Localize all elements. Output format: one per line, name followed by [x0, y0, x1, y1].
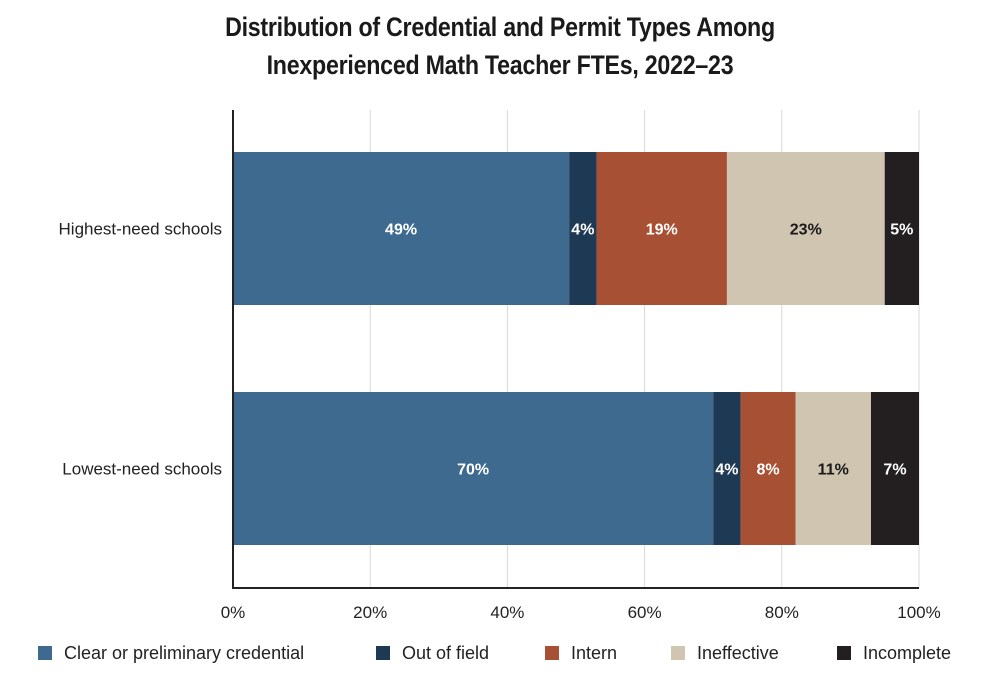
data-label: 11%	[818, 462, 849, 479]
data-label: 49%	[385, 222, 417, 239]
data-label: 19%	[646, 222, 678, 239]
x-tick-label: 20%	[353, 603, 387, 622]
data-label: 4%	[715, 462, 738, 479]
x-tick-label: 80%	[765, 603, 799, 622]
data-label: 4%	[571, 222, 594, 239]
data-label: 5%	[890, 222, 913, 239]
category-label: Lowest-need schools	[62, 460, 222, 479]
legend-label: Intern	[571, 642, 618, 663]
x-tick-label: 0%	[221, 603, 246, 622]
bar-segment	[713, 392, 741, 545]
legend-item-incomplete: Incomplete	[837, 638, 951, 668]
legend-swatch	[376, 646, 390, 660]
x-tick-label: 60%	[628, 603, 662, 622]
data-label: 8%	[757, 462, 780, 479]
chart-legend: Clear or preliminary credential Out of f…	[0, 638, 1000, 668]
bar-segment	[726, 152, 885, 305]
data-label: 70%	[457, 462, 489, 479]
bar-segment	[884, 152, 919, 305]
legend-swatch	[671, 646, 685, 660]
bar-segment	[233, 392, 714, 545]
bar-segment	[795, 392, 871, 545]
legend-item-out-of-field: Out of field	[376, 638, 489, 668]
bar-segment	[870, 392, 919, 545]
legend-swatch	[545, 646, 559, 660]
chart-title: Distribution of Credential and Permit Ty…	[0, 8, 1000, 84]
legend-swatch	[837, 646, 851, 660]
data-label: 7%	[883, 462, 906, 479]
data-label: 23%	[790, 222, 822, 239]
bar-segment	[569, 152, 597, 305]
legend-label: Out of field	[402, 642, 490, 663]
legend-item-clear-or-preliminary: Clear or preliminary credential	[38, 638, 304, 668]
legend-label: Incomplete	[863, 642, 952, 663]
x-tick-label: 40%	[490, 603, 524, 622]
chart-title-line-2: Inexperienced Math Teacher FTEs, 2022–23	[266, 50, 734, 80]
x-tick-label: 100%	[897, 603, 940, 622]
chart-title-line-1: Distribution of Credential and Permit Ty…	[225, 12, 775, 42]
bar-segment	[740, 392, 796, 545]
legend-item-intern: Intern	[545, 638, 617, 668]
legend-label: Ineffective	[697, 642, 779, 663]
category-label: Highest-need schools	[59, 220, 222, 239]
legend-item-ineffective: Ineffective	[671, 638, 779, 668]
stacked-bar-chart: 0% 20% 40% 60% 80% 100% 49% 4% 19% 23% 5% Highest-n…	[59, 110, 941, 622]
bar-segment	[596, 152, 727, 305]
bar-segment	[233, 152, 570, 305]
legend-label: Clear or preliminary credential	[64, 642, 305, 663]
legend-swatch	[38, 646, 52, 660]
